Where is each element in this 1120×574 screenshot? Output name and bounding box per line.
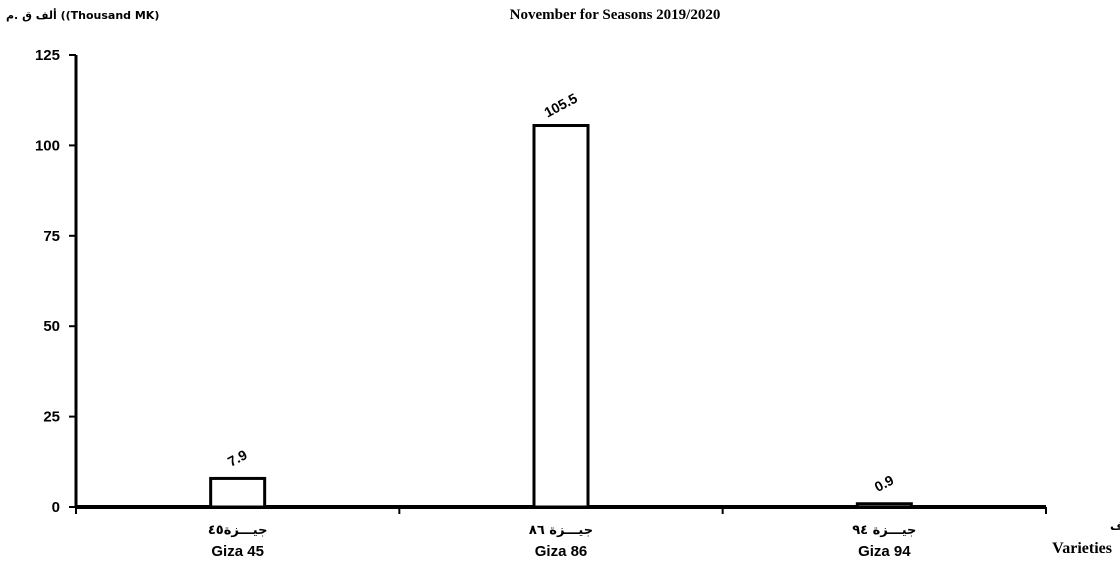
y-tick-label: 75 bbox=[43, 228, 60, 245]
y-axis-label: ألف ق .م ((Thousand MK) bbox=[6, 8, 159, 22]
bar bbox=[855, 502, 913, 509]
y-tick-label: 25 bbox=[43, 409, 60, 426]
y-tick-label: 50 bbox=[43, 318, 60, 335]
x-category-label: Giza 94 bbox=[858, 543, 911, 560]
data-label: 0.9 bbox=[872, 472, 897, 495]
y-tick-label: 125 bbox=[35, 47, 60, 64]
x-axis-label: Varieties bbox=[1052, 540, 1112, 557]
chart-title: November for Seasons 2019/2020 bbox=[510, 7, 721, 23]
bars: 7.9 105.5 0.9 bbox=[209, 90, 913, 509]
x-axis-ticks: جيـــزة٤٥ Giza 45 جيـــزة ٨٦ Giza 86 جيـــزة… bbox=[75, 507, 1047, 560]
bar bbox=[209, 476, 267, 509]
x-category-label: Giza 45 bbox=[211, 543, 264, 560]
x-category-label-arabic: جيـــزة٤٥ bbox=[208, 523, 268, 538]
data-label: 7.9 bbox=[225, 446, 250, 469]
bar bbox=[532, 124, 590, 509]
x-category-label-arabic: جيـــزة ٩٤ bbox=[852, 523, 916, 538]
y-tick-label: 100 bbox=[35, 137, 60, 154]
y-tick-label: 0 bbox=[52, 499, 60, 516]
data-label: 105.5 bbox=[541, 90, 580, 121]
x-category-label: Giza 86 bbox=[535, 543, 588, 560]
y-axis-ticks: 0 25 50 75 100 125 bbox=[35, 47, 76, 516]
x-category-label-arabic: جيـــزة ٨٦ bbox=[529, 523, 593, 538]
x-axis-label-arabic: الأصناف bbox=[1110, 518, 1120, 533]
